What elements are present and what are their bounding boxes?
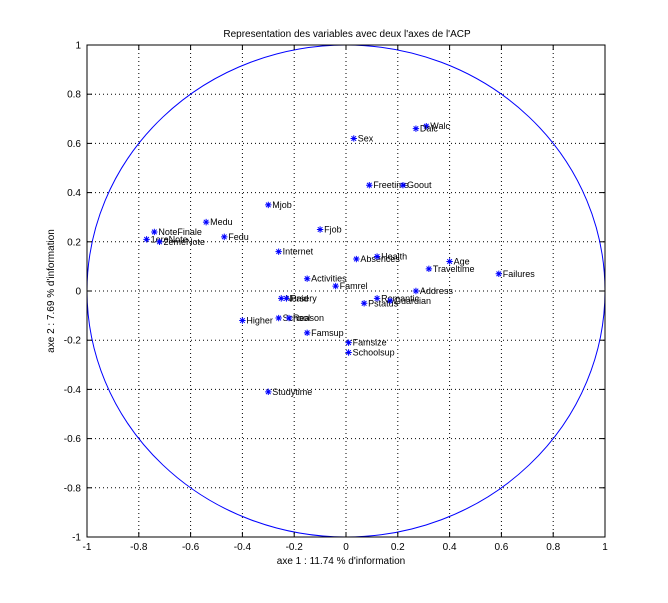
variable-marker [265,201,272,209]
variable-marker [151,228,158,236]
variable-label: 1ereNote [151,234,188,244]
variable-label: Goout [407,180,432,190]
variable-label: Famrel [340,281,368,291]
variable-marker [345,349,352,356]
variable-label: Medu [210,217,233,227]
variable-label: Paid [290,293,308,303]
variable-label: Famsup [311,328,344,338]
variable-marker [446,258,453,265]
variable-label: Age [454,256,470,266]
variable-marker [373,253,381,260]
variable-marker [373,295,381,302]
x-tick-label: 0.8 [546,542,560,553]
variable-label: Absences [360,254,400,264]
variable-marker [275,314,282,322]
variable-marker [156,238,163,245]
plot-area: -1 -0.8 -0.6 -0.4 -0.2 0 0.2 0.4 0.6 0.8 1 -1 -0.8 -0… [64,41,608,554]
variable-marker [412,287,420,295]
variable-label: Walc [430,121,450,131]
variable-marker [285,314,293,322]
y-axis-title: axe 2 : 7.69 % d'information [46,229,57,353]
variable-label: Romantic [381,293,420,303]
variable-marker [143,236,150,243]
variable-label: Internet [283,247,314,257]
y-tick-label: 1 [75,41,81,52]
y-tick-label: 0.6 [67,139,81,150]
variable-marker [265,388,272,396]
variable-marker [345,339,352,346]
axes-background [87,45,605,537]
variable-label: Activities [311,274,347,284]
y-tick-label: 0.8 [67,90,81,101]
variable-marker [412,125,420,132]
y-tick-label: -0.2 [64,336,82,347]
variable-label: Famsize [353,338,387,348]
variable-label: 2emeNote [164,237,206,247]
variable-marker [275,248,282,255]
variable-label: Health [381,252,407,262]
x-tick-label: -0.2 [286,542,304,553]
variable-marker [399,182,407,189]
variable-label: Nursery [285,293,317,303]
variable-label: Sex [358,133,374,143]
x-tick-label: 0.4 [443,542,457,553]
variable-marker [350,135,357,142]
variable-label: Traveltime [433,264,475,274]
x-tick-label: -0.4 [234,542,252,553]
y-tick-label: 0.2 [67,237,81,248]
variable-marker [202,218,210,226]
variable-marker [423,122,430,130]
x-tick-label: 0.2 [391,542,405,553]
variable-label: Dalc [420,124,439,134]
variable-label: Address [420,286,454,296]
chart-title: Representation des variables avec deux l… [223,29,471,40]
variable-marker [303,275,311,282]
variable-label: Freetime [373,180,409,190]
y-tick-label: -0.6 [64,434,82,445]
variable-label: Fjob [324,225,342,235]
variable-label: School [283,313,311,323]
y-tick-label: 0 [75,287,81,298]
variable-label: Reason [293,313,324,323]
variable-label: Guardian [394,296,431,306]
variable-marker [221,233,228,241]
variable-marker [353,255,360,263]
y-tick-label: 0.4 [67,188,81,199]
x-tick-label: 1 [602,542,608,553]
variable-marker [332,282,339,290]
y-tick-label: -1 [72,533,81,544]
variable-label: Fedu [228,232,249,242]
variable-marker [495,270,503,277]
variable-marker [386,297,394,305]
variable-marker [366,182,373,189]
variable-label: Schoolsup [353,348,395,358]
y-tick-label: -0.4 [64,385,82,396]
variable-marker [239,317,246,324]
variable-marker [360,300,368,307]
x-tick-label: -0.6 [182,542,200,553]
variable-marker [425,265,433,273]
variable-label: Higher [246,316,273,326]
x-tick-label: -1 [83,542,92,553]
y-tick-label: -0.8 [64,483,82,494]
variable-marker [283,295,290,302]
variable-marker [278,295,285,302]
x-axis-title: axe 1 : 11.74 % d'information [277,556,405,567]
x-tick-label: 0 [343,542,349,553]
x-tick-label: 0.6 [494,542,508,553]
variable-label: Studytime [272,387,312,397]
variable-marker [303,329,311,337]
variable-label: Mjob [272,200,292,210]
x-tick-label: -0.8 [130,542,148,553]
variable-label: NoteFinale [158,227,202,237]
variable-marker [316,226,324,233]
variable-label: Failures [503,269,536,279]
variable-label: Pstatus [368,298,399,308]
